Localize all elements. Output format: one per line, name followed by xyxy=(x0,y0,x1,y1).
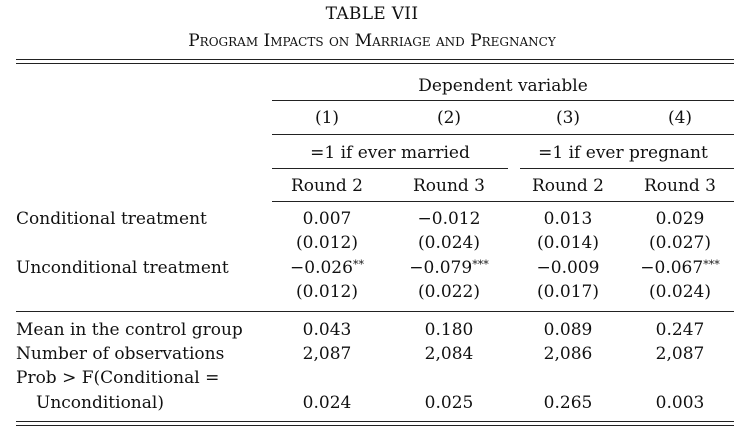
stat-cell: 2,087 xyxy=(655,344,705,364)
coef-cell: 0.007 xyxy=(302,209,352,229)
round-header: Round 3 xyxy=(412,176,486,196)
row-label-unconditional: Unconditional treatment xyxy=(16,258,229,278)
header-rule-2 xyxy=(272,134,734,135)
middle-rule xyxy=(16,311,734,312)
round-rule xyxy=(272,201,734,202)
top-rule-2 xyxy=(16,63,734,64)
stat-cell: 2,084 xyxy=(424,344,474,364)
column-number: (1) xyxy=(314,108,340,128)
coef-cell: −0.079*** xyxy=(409,258,489,278)
round-header: Round 2 xyxy=(531,176,605,196)
row-label-prob-f-line2: Unconditional) xyxy=(36,393,164,413)
stat-cell: 0.043 xyxy=(302,320,352,340)
group-rule-left xyxy=(272,168,508,169)
column-number: (2) xyxy=(436,108,462,128)
prob-cell: 0.024 xyxy=(302,393,352,413)
stat-cell: 0.180 xyxy=(424,320,474,340)
coef-cell: 0.029 xyxy=(655,209,705,229)
table-title: TABLE VII xyxy=(325,4,419,24)
prob-cell: 0.025 xyxy=(424,393,474,413)
bottom-rule-1 xyxy=(16,421,734,422)
table-subtitle: Program Impacts on Marriage and Pregnanc… xyxy=(188,31,556,51)
se-cell: (0.012) xyxy=(296,282,358,302)
row-label-conditional: Conditional treatment xyxy=(16,209,207,229)
stat-cell: 0.247 xyxy=(655,320,705,340)
top-rule-1 xyxy=(16,59,734,60)
coef-cell: −0.009 xyxy=(536,258,600,278)
se-cell: (0.024) xyxy=(418,233,480,253)
coef-cell: −0.026** xyxy=(290,258,364,278)
row-label-observations: Number of observations xyxy=(16,344,225,364)
coef-cell: −0.067*** xyxy=(640,258,720,278)
group-header-married: =1 if ever married xyxy=(310,143,470,163)
column-number: (4) xyxy=(667,108,693,128)
se-cell: (0.012) xyxy=(296,233,358,253)
se-cell: (0.027) xyxy=(649,233,711,253)
se-cell: (0.022) xyxy=(418,282,480,302)
stat-cell: 2,086 xyxy=(543,344,593,364)
row-label-mean-control: Mean in the control group xyxy=(16,320,243,340)
group-rule-right xyxy=(520,168,734,169)
header-rule-1 xyxy=(272,100,734,101)
dependent-variable-header: Dependent variable xyxy=(418,76,588,96)
group-header-pregnant: =1 if ever pregnant xyxy=(538,143,708,163)
round-header: Round 3 xyxy=(643,176,717,196)
se-cell: (0.014) xyxy=(537,233,599,253)
se-cell: (0.024) xyxy=(649,282,711,302)
prob-cell: 0.003 xyxy=(655,393,705,413)
coef-cell: −0.012 xyxy=(417,209,481,229)
row-label-prob-f-line1: Prob > F(Conditional = xyxy=(16,368,220,388)
column-number: (3) xyxy=(555,108,581,128)
se-cell: (0.017) xyxy=(537,282,599,302)
bottom-rule-2 xyxy=(16,425,734,426)
stat-cell: 2,087 xyxy=(302,344,352,364)
stat-cell: 0.089 xyxy=(543,320,593,340)
round-header: Round 2 xyxy=(290,176,364,196)
coef-cell: 0.013 xyxy=(543,209,593,229)
prob-cell: 0.265 xyxy=(543,393,593,413)
